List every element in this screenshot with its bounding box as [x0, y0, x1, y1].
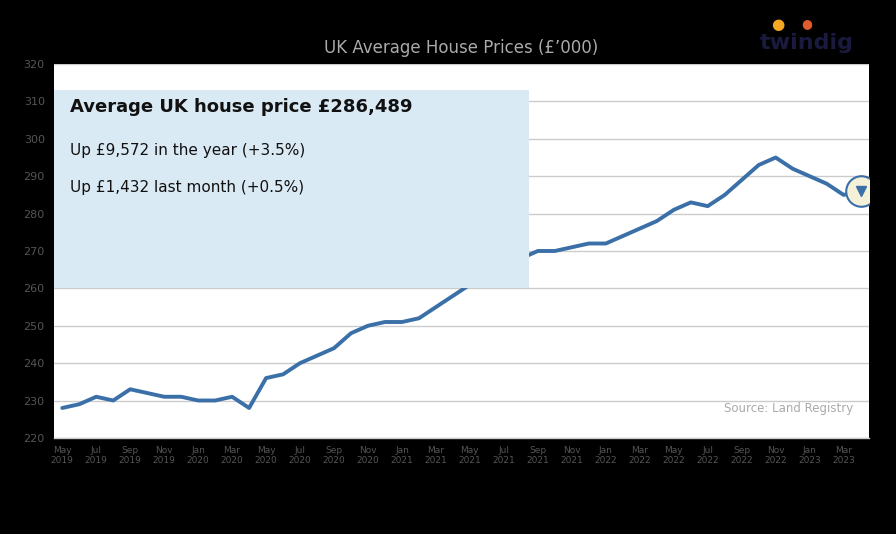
Bar — [54, 90, 530, 288]
Text: Up £9,572 in the year (+3.5%): Up £9,572 in the year (+3.5%) — [70, 143, 306, 158]
Text: twindig: twindig — [760, 33, 853, 53]
Text: ●: ● — [771, 17, 784, 32]
Text: ●: ● — [801, 18, 812, 30]
Text: Source: Land Registry: Source: Land Registry — [724, 403, 853, 415]
Text: Up £1,432 last month (+0.5%): Up £1,432 last month (+0.5%) — [70, 180, 305, 195]
Text: Average UK house price £286,489: Average UK house price £286,489 — [70, 98, 412, 116]
Title: UK Average House Prices (£’000): UK Average House Prices (£’000) — [324, 39, 599, 57]
